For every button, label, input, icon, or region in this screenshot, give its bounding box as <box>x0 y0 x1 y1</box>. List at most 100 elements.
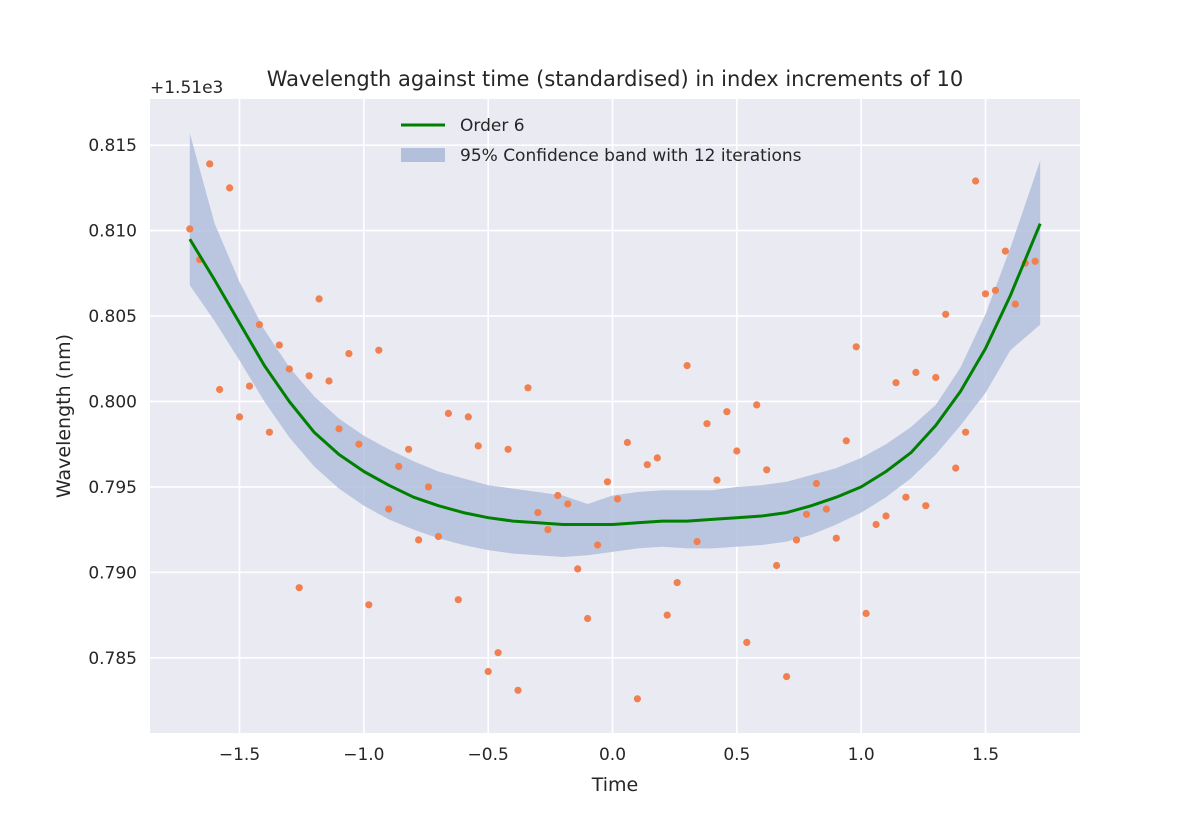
data-point <box>474 442 482 450</box>
legend-band-swatch <box>401 148 445 162</box>
data-point <box>405 445 413 453</box>
data-point <box>942 310 950 318</box>
data-point <box>415 536 423 544</box>
data-point <box>1011 300 1019 308</box>
data-point <box>206 160 214 168</box>
data-point <box>653 454 661 462</box>
data-point <box>275 341 283 349</box>
data-point <box>464 413 472 421</box>
data-point <box>633 695 642 703</box>
data-point <box>693 538 701 546</box>
legend-entry-band: 95% Confidence band with 12 iterations <box>460 146 802 166</box>
y-tick-label: 0.810 <box>88 222 137 242</box>
data-point <box>434 532 442 541</box>
data-point <box>812 479 821 488</box>
data-point <box>285 365 293 373</box>
data-point <box>335 425 343 433</box>
y-axis-label: Wavelength (nm) <box>53 334 75 498</box>
data-point <box>186 225 194 233</box>
data-point <box>454 596 462 604</box>
data-point <box>952 464 960 472</box>
x-axis-ticks: −1.5 −1.0 −0.5 0.0 0.5 1.0 1.5 <box>219 745 999 765</box>
data-point <box>882 512 890 520</box>
data-point <box>305 372 313 380</box>
data-point <box>753 401 761 409</box>
data-point <box>872 520 880 529</box>
data-point <box>932 373 940 382</box>
data-point <box>763 466 771 474</box>
data-point <box>783 673 791 681</box>
y-tick-label: 0.815 <box>88 136 137 156</box>
data-point <box>245 382 254 390</box>
data-point <box>991 286 1000 294</box>
data-point <box>643 461 651 469</box>
y-tick-label: 0.785 <box>88 649 137 669</box>
data-point <box>365 601 373 609</box>
y-tick-label: 0.790 <box>88 563 137 583</box>
data-point <box>842 437 850 445</box>
data-point <box>584 614 592 623</box>
data-point <box>962 428 970 436</box>
data-point <box>623 438 632 447</box>
data-point <box>663 611 671 619</box>
data-point <box>981 290 990 298</box>
data-point <box>713 476 721 484</box>
data-point <box>594 541 602 549</box>
data-point <box>802 510 811 518</box>
data-point <box>862 609 870 618</box>
x-tick-label: 1.5 <box>972 745 999 765</box>
data-point <box>822 505 831 513</box>
data-point <box>972 177 980 185</box>
data-point <box>603 478 612 486</box>
data-point <box>375 346 383 354</box>
data-point <box>703 420 711 428</box>
data-point <box>355 440 363 448</box>
data-point <box>295 584 303 592</box>
data-point <box>912 368 920 376</box>
data-point <box>385 505 393 513</box>
data-point <box>773 561 781 570</box>
data-point <box>554 491 562 500</box>
y-tick-label: 0.805 <box>88 307 137 327</box>
data-point <box>484 667 492 676</box>
chart-title: Wavelength against time (standardised) i… <box>267 67 964 91</box>
data-point <box>792 536 801 544</box>
x-tick-label: −1.5 <box>219 745 260 765</box>
data-point <box>226 184 234 192</box>
data-point <box>1001 247 1010 255</box>
data-point <box>922 502 930 510</box>
x-tick-label: 1.0 <box>848 745 875 765</box>
data-point <box>424 483 433 491</box>
data-point <box>265 428 273 436</box>
data-point <box>673 579 681 587</box>
grid <box>150 99 1080 733</box>
data-point <box>613 495 622 503</box>
fit-line <box>188 223 1042 526</box>
data-point <box>1031 257 1039 265</box>
data-point <box>564 500 572 508</box>
data-point <box>534 508 542 517</box>
legend: Order 6 95% Confidence band with 12 iter… <box>401 116 802 166</box>
data-point <box>514 686 522 694</box>
x-axis-label: Time <box>591 774 639 796</box>
data-point <box>683 362 691 370</box>
y-axis-ticks: 0.785 0.790 0.795 0.800 0.805 0.810 0.815 <box>88 136 137 669</box>
y-tick-label: 0.795 <box>88 478 137 498</box>
data-point <box>216 385 224 394</box>
data-point <box>574 565 582 573</box>
y-tick-label: 0.800 <box>88 392 137 412</box>
data-point <box>892 379 900 387</box>
y-offset-label: +1.51e3 <box>150 78 223 98</box>
fit-line-layer <box>188 223 1042 526</box>
data-point <box>832 534 840 542</box>
data-point <box>524 384 532 392</box>
scatter-points <box>186 160 1039 703</box>
data-point <box>494 649 502 657</box>
data-point <box>315 295 323 303</box>
data-point <box>325 377 333 385</box>
data-point <box>902 493 910 501</box>
data-point <box>235 413 244 421</box>
data-point <box>504 445 512 453</box>
x-tick-label: −0.5 <box>468 745 509 765</box>
